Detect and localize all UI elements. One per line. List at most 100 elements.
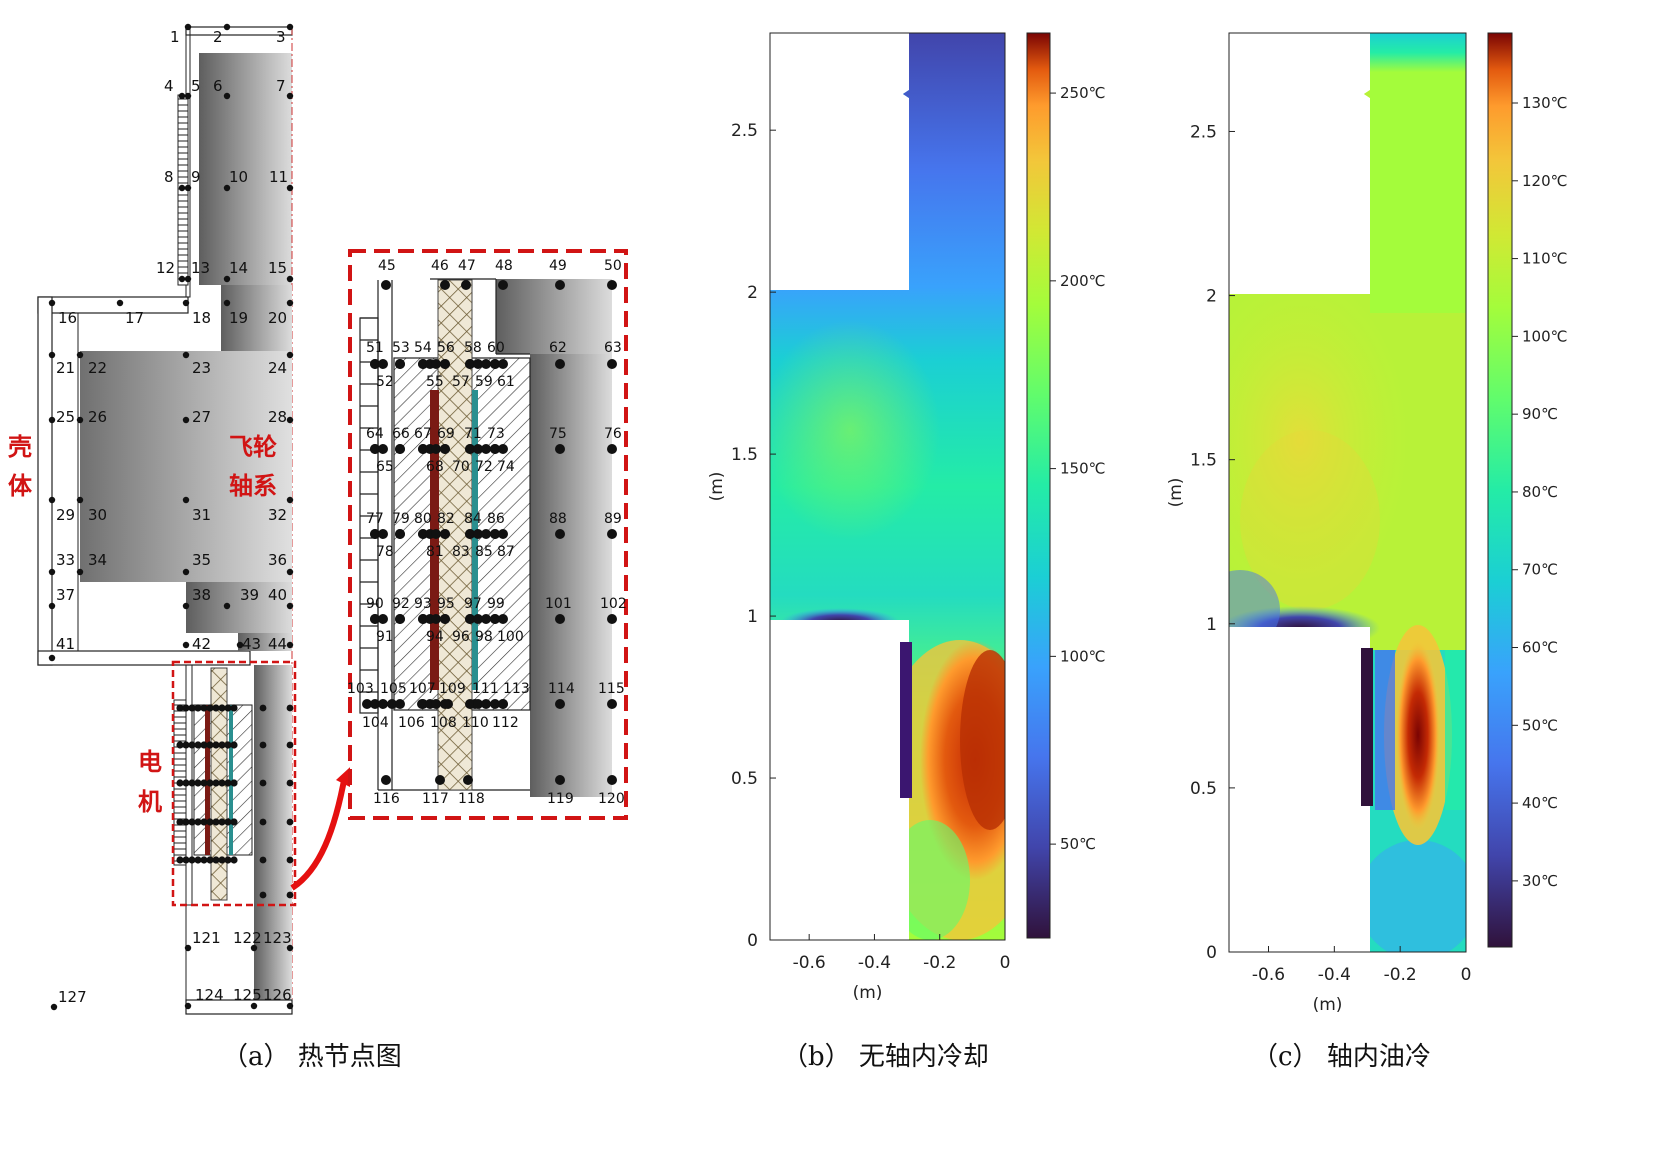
y-tick-label: 0.5 — [731, 769, 758, 789]
node-dot — [490, 699, 500, 709]
node-dot — [182, 641, 190, 649]
node-label: 32 — [268, 506, 287, 524]
node-dot — [286, 568, 294, 576]
node-label: 17 — [125, 309, 144, 327]
node-label: 39 — [240, 586, 259, 604]
node-label: 113 — [503, 681, 530, 697]
node-dot — [490, 529, 500, 539]
node-label: 27 — [192, 408, 211, 426]
node-dot — [555, 775, 565, 785]
motor-zoom-box — [171, 660, 297, 907]
node-label: 102 — [600, 596, 627, 612]
y-tick-label: 1.5 — [731, 445, 758, 465]
node-dot — [286, 416, 294, 424]
zoom-stator-teeth — [360, 317, 378, 693]
node-dot — [555, 280, 565, 290]
node-dot — [212, 818, 220, 826]
node-label: 1 — [170, 28, 180, 46]
node-label: 59 — [475, 374, 493, 390]
node-dot — [431, 614, 441, 624]
node-label: 30 — [88, 506, 107, 524]
node-dot — [395, 614, 405, 624]
node-dot — [182, 602, 190, 610]
node-dot — [206, 856, 214, 864]
colorbar-tick-label: 60℃ — [1522, 639, 1558, 657]
node-dot — [259, 779, 267, 787]
node-label: 83 — [452, 544, 470, 560]
node-dot — [184, 92, 192, 100]
node-label: 26 — [88, 408, 107, 426]
colorbar-tick-label: 50℃ — [1522, 716, 1558, 734]
node-label: 95 — [437, 596, 455, 612]
y-tick-label: 0 — [1206, 943, 1217, 963]
node-dot — [48, 416, 56, 424]
node-label: 105 — [380, 681, 407, 697]
node-dot — [440, 444, 450, 454]
node-label: 122 — [233, 929, 262, 947]
label-flywheel-2: 轴系 — [229, 472, 277, 500]
node-dot — [481, 529, 491, 539]
node-dot — [223, 299, 231, 307]
node-label: 66 — [392, 426, 410, 442]
node-dot — [259, 856, 267, 864]
node-dot — [206, 818, 214, 826]
node-dot — [286, 275, 294, 283]
colorbar-tick-label: 70℃ — [1522, 561, 1558, 579]
node-label: 100 — [497, 629, 524, 645]
node-dot — [440, 699, 450, 709]
node-label: 78 — [376, 544, 394, 560]
node-dot — [463, 775, 473, 785]
node-dot — [218, 856, 226, 864]
node-label: 127 — [58, 988, 87, 1006]
node-label: 75 — [549, 426, 567, 442]
node-dot — [418, 614, 428, 624]
y-axis-label: (m) — [707, 472, 727, 502]
node-dot — [236, 641, 244, 649]
node-label: 34 — [88, 551, 107, 569]
node-dot — [395, 699, 405, 709]
node-label: 108 — [430, 715, 457, 731]
node-label: 62 — [549, 340, 567, 356]
node-label: 10 — [229, 168, 248, 186]
node-dot — [188, 741, 196, 749]
node-dot — [224, 779, 232, 787]
node-label: 110 — [462, 715, 489, 731]
node-label: 71 — [464, 426, 482, 442]
node-dot — [218, 818, 226, 826]
node-dot — [182, 351, 190, 359]
node-dot — [440, 614, 450, 624]
node-label: 14 — [229, 259, 248, 277]
node-label: 22 — [88, 359, 107, 377]
node-dot — [230, 856, 238, 864]
node-label: 123 — [263, 929, 292, 947]
node-label: 37 — [56, 586, 75, 604]
colorbar-tick-label: 200℃ — [1060, 272, 1105, 290]
node-dot — [286, 1002, 294, 1010]
node-dot — [465, 359, 475, 369]
node-label: 115 — [598, 681, 625, 697]
colorbar-tick-label: 90℃ — [1522, 405, 1558, 423]
node-label: 11 — [269, 168, 288, 186]
node-dot — [223, 275, 231, 283]
node-label: 28 — [268, 408, 287, 426]
node-dot — [418, 529, 428, 539]
node-label: 124 — [195, 986, 224, 1004]
node-dot — [431, 529, 441, 539]
node-dot — [286, 184, 294, 192]
node-label: 7 — [276, 77, 286, 95]
node-label: 52 — [376, 374, 394, 390]
node-label: 31 — [192, 506, 211, 524]
node-dot — [498, 614, 508, 624]
node-dot — [194, 779, 202, 787]
node-label: 77 — [366, 511, 384, 527]
node-label: 16 — [58, 309, 77, 327]
node-dot — [76, 351, 84, 359]
node-dot — [431, 444, 441, 454]
node-dot — [48, 568, 56, 576]
node-label: 97 — [464, 596, 482, 612]
node-dot — [498, 699, 508, 709]
node-dot — [184, 1002, 192, 1010]
colorbar-tick-label: 30℃ — [1522, 872, 1558, 890]
node-dot — [224, 741, 232, 749]
